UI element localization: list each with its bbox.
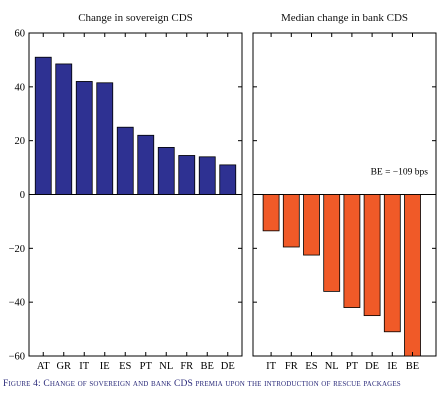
figure-caption: Figure 4: Change of sovereign and bank C… xyxy=(3,378,437,391)
bar-nl xyxy=(324,195,340,292)
bar-pt xyxy=(344,195,360,308)
be-annotation: BE = −109 bps xyxy=(371,167,429,177)
y-tick-label: −60 xyxy=(9,352,25,363)
x-tick-label-be: BE xyxy=(406,361,419,372)
bar-nl xyxy=(158,147,174,194)
x-tick-label-it: IT xyxy=(79,361,89,372)
x-tick-label-pt: PT xyxy=(140,361,153,372)
bar-es xyxy=(304,195,320,256)
bar-at xyxy=(35,57,51,194)
x-tick-label-gr: GR xyxy=(56,361,71,372)
x-tick-label-it: IT xyxy=(266,361,276,372)
bar-fr xyxy=(179,155,195,194)
bar-it xyxy=(263,195,279,231)
caption-label: Figure 4: xyxy=(3,379,41,389)
x-tick-label-fr: FR xyxy=(180,361,193,372)
x-tick-label-be: BE xyxy=(201,361,214,372)
y-tick-label: −40 xyxy=(9,298,25,309)
y-tick-label: 60 xyxy=(15,29,26,40)
bar-pt xyxy=(138,135,154,194)
x-tick-label-ie: IE xyxy=(100,361,110,372)
bar-be xyxy=(199,157,215,195)
caption-text: Change of sovereign and bank CDS premia … xyxy=(43,379,401,389)
bar-it xyxy=(76,81,92,194)
x-tick-label-at: AT xyxy=(37,361,50,372)
bar-gr xyxy=(56,64,72,195)
bar-ie xyxy=(97,83,113,195)
x-tick-label-es: ES xyxy=(305,361,317,372)
x-tick-label-pt: PT xyxy=(346,361,359,372)
x-tick-label-de: DE xyxy=(221,361,235,372)
bar-de xyxy=(364,195,380,316)
x-tick-label-de: DE xyxy=(365,361,379,372)
x-tick-label-es: ES xyxy=(119,361,131,372)
bar-fr xyxy=(283,195,299,247)
x-tick-label-ie: IE xyxy=(387,361,397,372)
y-tick-label: 20 xyxy=(15,136,26,147)
x-tick-label-nl: NL xyxy=(325,361,339,372)
y-tick-label: −20 xyxy=(9,244,25,255)
x-tick-label-fr: FR xyxy=(285,361,298,372)
bar-es xyxy=(117,127,133,194)
bar-ie xyxy=(384,195,400,332)
y-tick-label: 0 xyxy=(20,190,25,201)
bar-de xyxy=(220,165,236,195)
x-tick-label-nl: NL xyxy=(159,361,173,372)
bar-be xyxy=(405,195,421,357)
y-tick-label: 40 xyxy=(15,82,26,93)
